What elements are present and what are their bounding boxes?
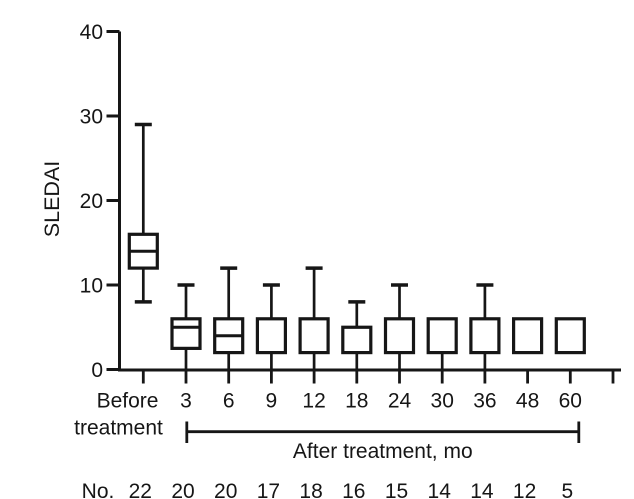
iqr-box bbox=[383, 317, 416, 355]
x-tick-label: 3 bbox=[180, 390, 192, 413]
x-tick-label: 12 bbox=[302, 390, 325, 413]
x-tick-label: 30 bbox=[431, 390, 454, 413]
boxplot-column-60 bbox=[554, 317, 586, 355]
iqr-box bbox=[170, 317, 202, 350]
iqr-box bbox=[426, 317, 458, 355]
boxplot-column-30 bbox=[426, 317, 458, 370]
y-axis-title: SLEDAI bbox=[40, 161, 64, 237]
x-tick-label: 36 bbox=[473, 390, 496, 413]
x-tick-label: Before bbox=[97, 390, 159, 413]
iqr-box bbox=[469, 317, 501, 355]
y-tick-label: 40 bbox=[80, 21, 103, 44]
counts-row-label: No. bbox=[82, 480, 115, 499]
count-value: 14 bbox=[428, 480, 452, 499]
count-value: 20 bbox=[214, 480, 237, 499]
x-tick-label: 48 bbox=[516, 390, 539, 413]
x-tick-label: 6 bbox=[223, 390, 235, 413]
x-tick-label-line2: treatment bbox=[74, 417, 163, 440]
boxplot-column-6 bbox=[213, 266, 245, 370]
count-value: 16 bbox=[342, 480, 365, 499]
y-tick-label: 0 bbox=[91, 359, 103, 382]
iqr-box bbox=[255, 317, 287, 355]
x-tick-label: 9 bbox=[266, 390, 278, 413]
boxplot-column-3 bbox=[170, 283, 202, 370]
iqr-box bbox=[511, 317, 544, 355]
count-value: 15 bbox=[385, 480, 408, 499]
boxplot-column-9 bbox=[255, 283, 287, 370]
iqr-box bbox=[554, 317, 586, 355]
boxplot-column-48 bbox=[511, 317, 544, 355]
y-tick-label: 30 bbox=[80, 106, 103, 129]
boxplot-column-24 bbox=[383, 283, 416, 370]
boxplot-column-Before bbox=[127, 122, 159, 304]
boxplot-column-36 bbox=[469, 283, 501, 370]
count-value: 12 bbox=[513, 480, 536, 499]
count-value: 14 bbox=[470, 480, 494, 499]
count-value: 20 bbox=[171, 480, 194, 499]
y-tick-label: 10 bbox=[80, 275, 103, 298]
iqr-box bbox=[341, 325, 373, 355]
boxplot-column-12 bbox=[298, 266, 330, 370]
boxplot-column-18 bbox=[341, 300, 373, 370]
x-tick-label: 60 bbox=[559, 390, 582, 413]
count-value: 5 bbox=[561, 480, 573, 499]
x-tick-label: 24 bbox=[388, 390, 412, 413]
count-value: 22 bbox=[129, 480, 152, 499]
iqr-box bbox=[298, 317, 330, 355]
count-value: 17 bbox=[257, 480, 280, 499]
after-treatment-label: After treatment, mo bbox=[293, 440, 473, 463]
x-tick-label: 18 bbox=[345, 390, 368, 413]
count-value: 18 bbox=[299, 480, 322, 499]
y-tick-label: 20 bbox=[80, 190, 103, 213]
